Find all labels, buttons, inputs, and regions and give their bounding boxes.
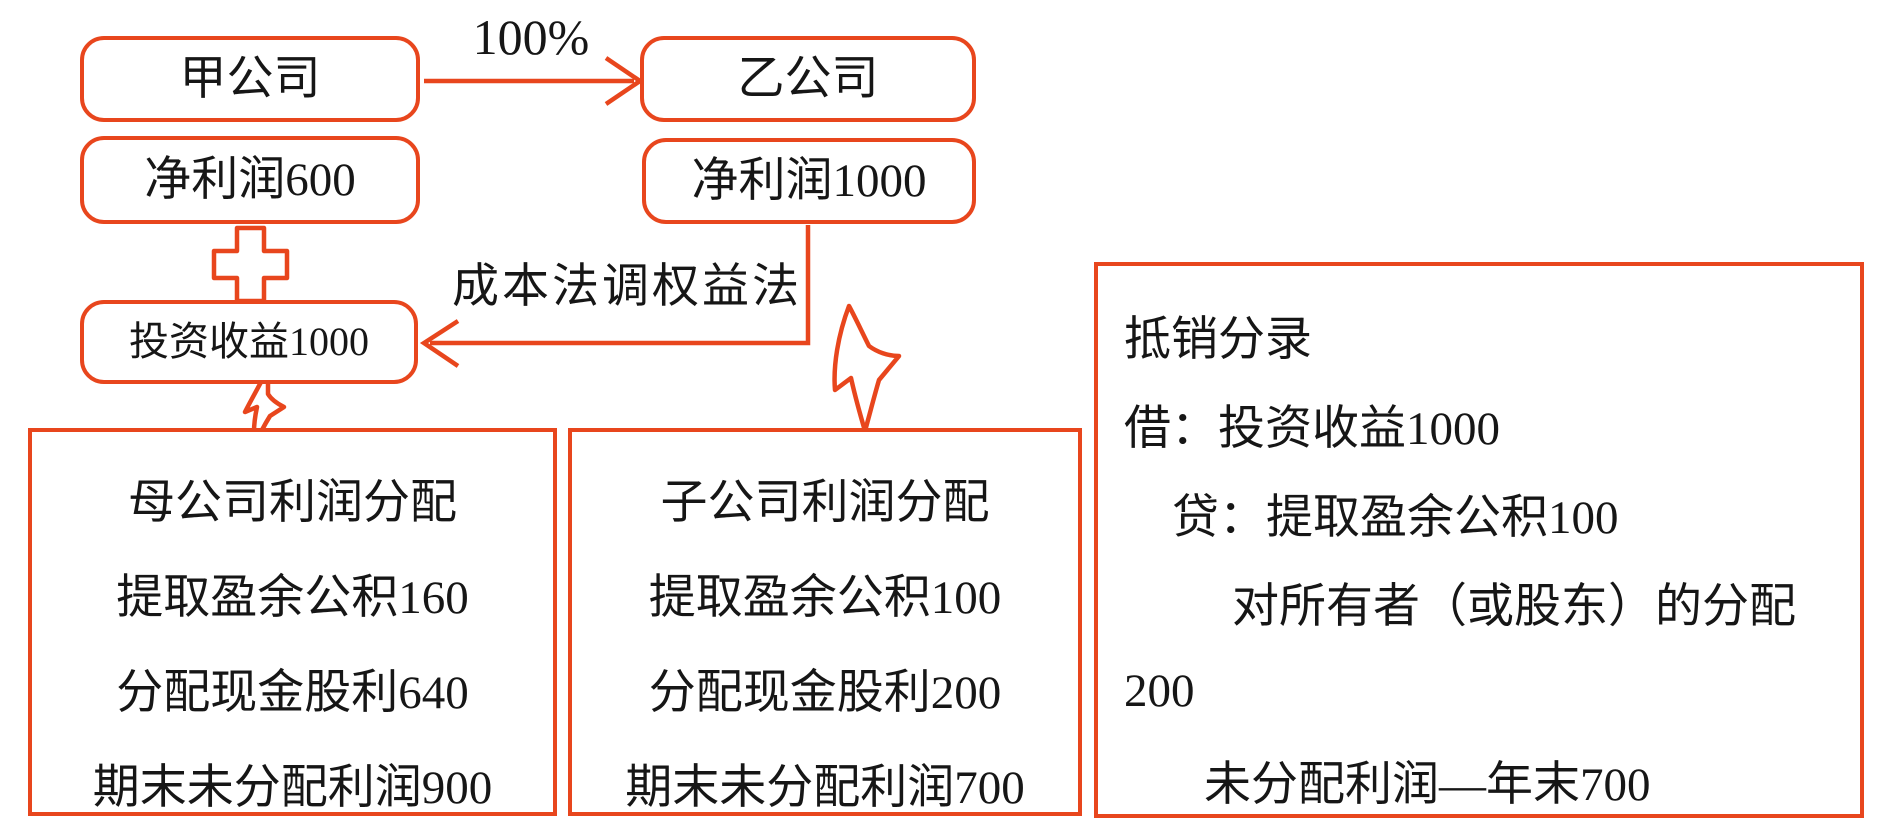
parent-surplus-reserve-line: 提取盈余公积160 [116, 572, 469, 624]
ownership-percent-label: 100% [472, 9, 590, 65]
subsidiary-distribution-title: 子公司利润分配 [660, 477, 990, 529]
curved-down-arrow-right-icon [832, 303, 902, 434]
investment-income-box: 投资收益1000 [80, 300, 418, 384]
net-profit-a-box: 净利润600 [80, 136, 420, 224]
company-b-box: 乙公司 [640, 36, 976, 122]
parent-distribution-lines: 母公司利润分配 提取盈余公积160 分配现金股利640 期末未分配利润900 [32, 432, 553, 823]
elimination-undistributed-yearend-line: 未分配利润—年末700 [1204, 759, 1651, 811]
elimination-entry-box: 抵销分录 借：投资收益1000 贷：提取盈余公积100 对所有者（或股东）的分配… [1094, 262, 1864, 818]
plus-icon [211, 225, 290, 304]
parent-distribution-title: 母公司利润分配 [128, 477, 457, 529]
parent-distribution-box: 母公司利润分配 提取盈余公积160 分配现金股利640 期末未分配利润900 [28, 428, 557, 816]
net-profit-b-label: 净利润1000 [691, 154, 927, 207]
elimination-credit-surplus-line: 贷：提取盈余公积100 [1172, 492, 1619, 544]
company-a-label: 甲公司 [179, 52, 321, 105]
net-profit-b-box: 净利润1000 [642, 138, 976, 224]
subsidiary-surplus-reserve-line: 提取盈余公积100 [648, 572, 1002, 624]
company-a-box: 甲公司 [80, 36, 420, 122]
elimination-debit-line: 借：投资收益1000 [1124, 403, 1500, 455]
elimination-title: 抵销分录 [1124, 314, 1312, 366]
subsidiary-ending-undistributed-line: 期末未分配利润700 [625, 762, 1025, 814]
elimination-owner-distribution-amount: 200 [1124, 664, 1195, 717]
net-profit-a-label: 净利润600 [144, 153, 356, 206]
method-conversion-label: 成本法调权益法 [452, 261, 802, 313]
subsidiary-cash-dividend-line: 分配现金股利200 [648, 667, 1002, 719]
elimination-owner-distribution-line: 对所有者（或股东）的分配 [1232, 581, 1796, 633]
subsidiary-distribution-lines: 子公司利润分配 提取盈余公积100 分配现金股利200 期末未分配利润700 [572, 432, 1078, 823]
company-b-label: 乙公司 [737, 52, 879, 105]
parent-cash-dividend-line: 分配现金股利640 [116, 667, 469, 719]
elimination-entry-lines: 抵销分录 借：投资收益1000 贷：提取盈余公积100 对所有者（或股东）的分配… [1098, 266, 1860, 823]
subsidiary-distribution-box: 子公司利润分配 提取盈余公积100 分配现金股利200 期末未分配利润700 [568, 428, 1082, 816]
parent-ending-undistributed-line: 期末未分配利润900 [92, 762, 493, 814]
investment-income-label: 投资收益1000 [129, 319, 369, 364]
